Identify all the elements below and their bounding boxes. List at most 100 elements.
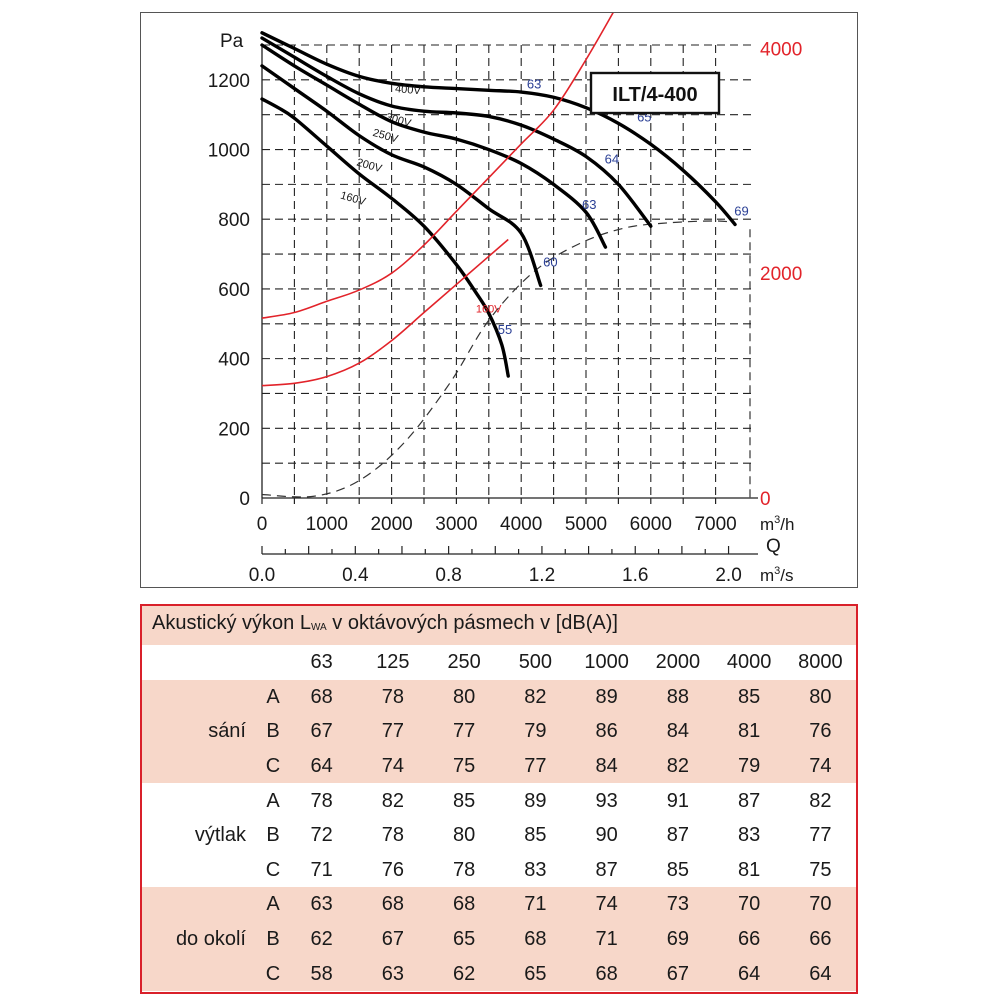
table-cell: 72 [286,817,358,853]
table-corner [142,645,260,680]
y-axis-unit: Pa [220,31,244,52]
table-row: C 64 74 75 77 84 82 79 74 [142,748,856,784]
table-cell: 82 [642,748,714,784]
table-row: C 71 76 78 83 87 85 81 75 [142,852,856,888]
table-cell: 73 [642,887,714,922]
table-cell: 66 [784,921,856,957]
table-row: 63 125 250 500 1000 2000 4000 8000 [142,645,856,680]
row-id: A [260,887,286,922]
x-axis-label-q: Q [766,536,781,557]
table-cell: 68 [357,887,429,922]
x-tick-label-m3h: 6000 [630,514,672,535]
row-id: A [260,679,286,715]
x-unit-m3s: m3/s [760,565,794,585]
table-cell: 68 [428,887,500,922]
table-cell: 64 [286,748,358,784]
sound-level-label: 63 [527,77,541,92]
table-cell: 79 [713,748,785,784]
model-box [589,71,721,115]
pressure-curve-label: 400V [395,83,422,97]
x-tick-label-m3s: 0.4 [342,565,369,586]
band-header: 8000 [784,645,856,680]
x-tick-label-m3h: 4000 [500,514,542,535]
y-tick-label: 1000 [208,141,250,162]
x-tick-label-m3s: 0.0 [249,565,275,586]
table-cell: 69 [642,921,714,957]
table-row: B 62 67 65 68 71 69 66 66 [142,921,856,957]
table-cell: 71 [499,887,571,922]
band-header: 250 [428,645,500,680]
table-row: do okolí A 63 68 68 71 74 73 70 70 [142,887,856,991]
table-cell: 76 [784,714,856,749]
table-cell: 78 [286,783,358,818]
model-label: ILT/4-400 [612,84,697,106]
table-cell: 87 [713,783,785,818]
y-tick-label: 0 [239,489,250,510]
sound-level-label: 63 [582,197,596,212]
x-tick-label-m3h: 1000 [306,514,348,535]
table-cell: 65 [499,956,571,991]
table-cell: 89 [571,679,643,715]
table-cell: 65 [428,921,500,957]
pressure-curve-400V [260,31,737,227]
table-cell: 67 [357,921,429,957]
y-tick-label: 400 [218,350,250,371]
table-cell: 75 [428,748,500,784]
table-cell: 71 [286,852,358,888]
y-tick-label: 600 [218,280,250,301]
sound-level-label: 60 [543,254,557,269]
table-cell: 64 [713,956,785,991]
table-cell: 67 [642,956,714,991]
pressure-curve-label: 250V [371,127,400,146]
table-cell: 81 [713,714,785,749]
table-row: B 72 78 80 85 90 87 83 77 [142,817,856,853]
table-cell: 81 [713,852,785,888]
table-cell: 77 [499,748,571,784]
pressure-curve-250V [260,43,608,249]
table-cell: 78 [357,679,429,715]
table-cell: 90 [571,817,643,853]
table-cell: 71 [571,921,643,957]
row-id: B [260,921,286,957]
x-tick-label-m3s: 0.8 [435,565,461,586]
table-cell: 76 [357,852,429,888]
power-tick-label: 2000 [760,264,802,285]
table-cell: 83 [713,817,785,853]
row-id: B [260,714,286,749]
sound-level-label: 55 [498,322,512,337]
x-tick-label-m3s: 1.6 [622,565,648,586]
table-cell: 85 [642,852,714,888]
table-title: Akustický výkon LWA v oktávových pásmech… [142,606,856,645]
x-tick-label-m3h: 7000 [694,514,736,535]
table-cell: 63 [357,956,429,991]
table-cell: 77 [784,817,856,853]
chart-panel: 020040060080010001200Pa0200040006000W010… [140,12,858,588]
table-cell: 78 [357,817,429,853]
table-cell: 80 [428,817,500,853]
x-tick-label-m3h: 2000 [370,514,412,535]
table-cell: 63 [286,887,358,922]
sound-level-label: 69 [734,204,748,219]
table-cell: 84 [571,748,643,784]
acoustic-table-panel: Akustický výkon LWA v oktávových pásmech… [140,604,858,994]
table-cell: 68 [499,921,571,957]
table-cell: 80 [784,679,856,715]
table-cell: 64 [784,956,856,991]
pressure-curve-160V [260,97,510,378]
power-curve-label: 160V [476,304,502,316]
group-label: sání [142,679,260,784]
band-header: 1000 [571,645,643,680]
power-tick-label: 4000 [760,39,802,60]
x-unit-m3h: m3/h [760,514,794,534]
table-row: B 67 77 77 79 86 84 81 76 [142,714,856,749]
table-cell: 82 [784,783,856,818]
table-cell: 79 [499,714,571,749]
power-tick-label: 0 [760,489,771,510]
y-tick-label: 200 [218,419,250,440]
table-cell: 67 [286,714,358,749]
row-id: C [260,748,286,784]
acoustic-power-table: Akustický výkon LWA v oktávových pásmech… [142,606,856,991]
y-tick-label: 1200 [208,71,250,92]
table-cell: 91 [642,783,714,818]
table-cell: 83 [499,852,571,888]
